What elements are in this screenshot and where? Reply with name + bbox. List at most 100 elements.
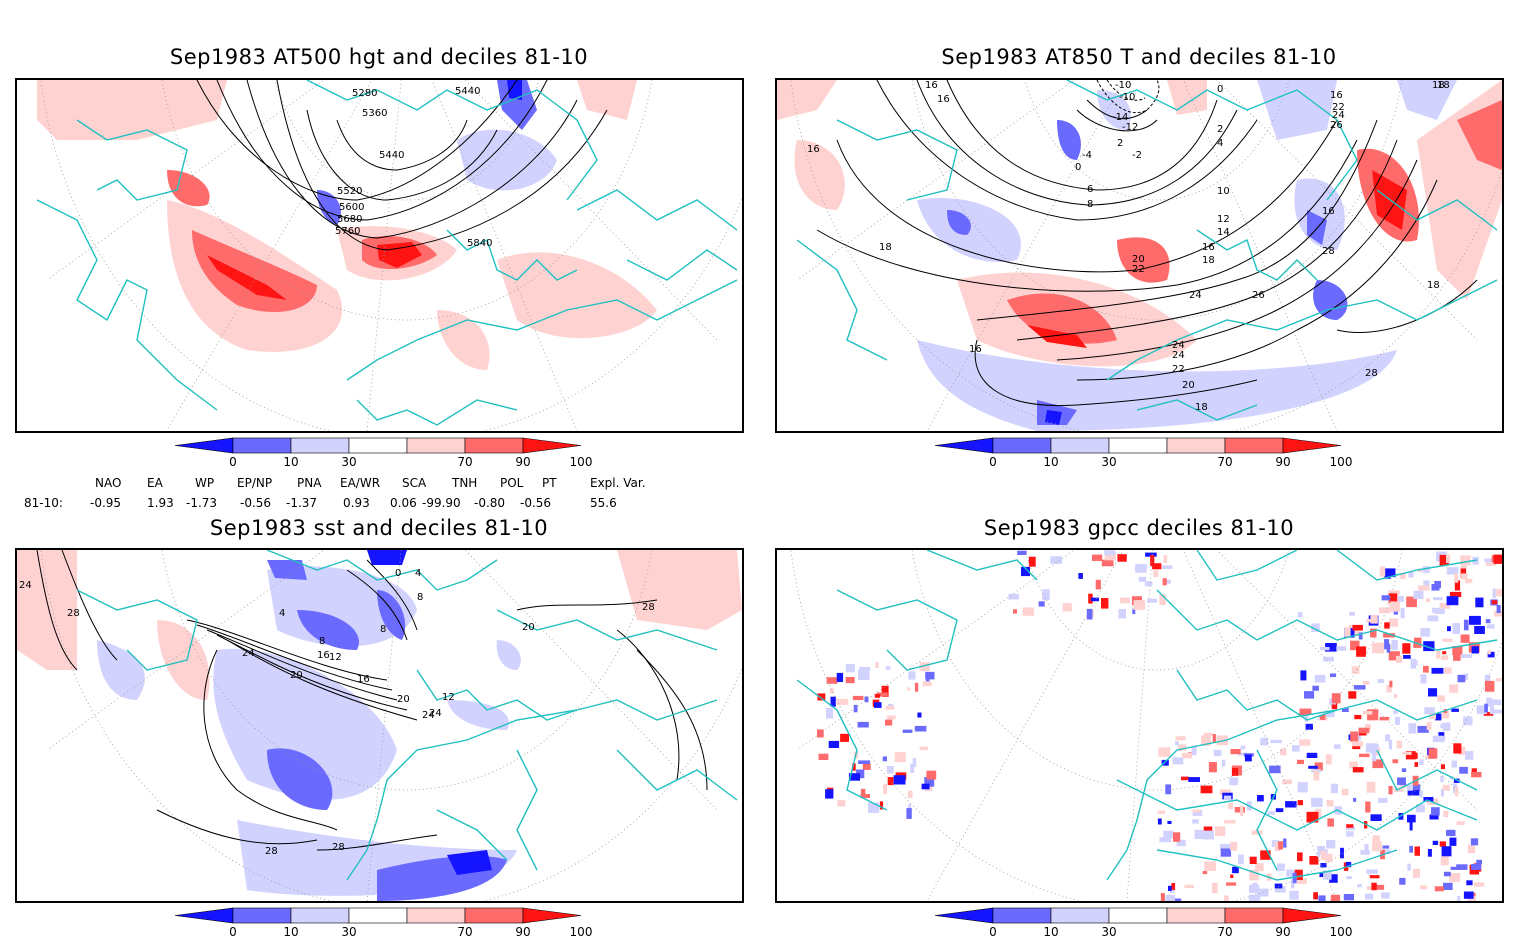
precip-cell	[1249, 869, 1259, 881]
precip-cell	[1165, 894, 1175, 901]
precip-cell	[1422, 566, 1430, 574]
precip-cell	[1330, 673, 1337, 678]
precip-cell	[1384, 639, 1390, 650]
contour-label: 4	[1217, 138, 1223, 149]
precip-cell	[818, 753, 829, 760]
precip-cell	[1223, 795, 1232, 801]
precip-cell	[1402, 751, 1412, 755]
precip-cell	[1443, 810, 1449, 818]
contour-label: 16	[1330, 90, 1343, 101]
contour-label: -14	[1112, 112, 1128, 123]
precip-cell	[1238, 854, 1244, 865]
precip-cell	[1435, 713, 1442, 721]
index-name-epnp: EP/NP	[237, 476, 273, 490]
precip-cell	[1386, 643, 1391, 653]
precip-cell	[1022, 607, 1035, 616]
precip-cell	[1300, 670, 1307, 681]
precip-cell	[1260, 850, 1271, 860]
precip-cell	[1358, 727, 1370, 734]
precip-cell	[1403, 655, 1411, 659]
precip-cell	[1443, 871, 1451, 877]
index-name-pt: PT	[542, 476, 557, 490]
precip-cell	[1353, 685, 1366, 690]
precip-cell	[1353, 797, 1357, 802]
precip-cell	[1181, 752, 1192, 759]
precip-cell	[1464, 751, 1474, 760]
precip-cell	[848, 773, 861, 781]
precip-cell	[1257, 888, 1269, 897]
colorbar-segment	[1224, 907, 1284, 924]
precip-cell	[1423, 797, 1434, 802]
precip-cell	[1359, 753, 1370, 758]
precip-cell	[1341, 708, 1349, 712]
colorbar-tick-label: 30	[1101, 455, 1116, 469]
contour-label: 5840	[467, 238, 492, 249]
colorbar-tick-label: 0	[989, 455, 997, 469]
precip-cell	[1367, 709, 1379, 721]
colorbar-tick-label: 100	[570, 455, 593, 469]
contour-label: 18	[1195, 402, 1208, 413]
precip-cell	[1441, 846, 1452, 857]
precip-cell	[1095, 579, 1101, 590]
precip-cell	[1267, 811, 1275, 815]
precip-cell	[1393, 710, 1398, 715]
precip-cell	[1101, 598, 1109, 609]
precip-cell	[826, 677, 838, 684]
precip-cell	[1091, 597, 1099, 602]
precip-cell	[1453, 778, 1460, 783]
precip-cell	[1433, 597, 1443, 601]
precip-cell	[1369, 875, 1380, 879]
contour-label: 2	[1117, 138, 1123, 149]
precip-cell	[1454, 580, 1461, 591]
map-panel-sst: 24 28 4 8 12 16 20 24 24 0 4 8 8 12 16 2…	[15, 548, 744, 903]
precip-cell	[1372, 841, 1382, 852]
precip-cell	[1352, 743, 1361, 750]
precip-cell	[1439, 554, 1449, 566]
index-value-nao: -0.95	[90, 496, 122, 510]
contour-label: 24	[1172, 350, 1185, 361]
precip-cell	[1306, 752, 1318, 758]
precip-cell	[1385, 734, 1391, 742]
precip-cell	[1226, 882, 1237, 886]
precip-cell	[1290, 879, 1295, 889]
precip-cell	[1192, 809, 1201, 813]
precip-cell	[1308, 765, 1318, 769]
precip-cell	[1408, 571, 1414, 578]
precip-cell	[1463, 619, 1469, 631]
precip-cell	[1384, 622, 1390, 629]
precip-cell	[1320, 647, 1330, 651]
precip-cell	[1457, 895, 1461, 901]
contour-label: 16	[357, 674, 370, 685]
contour-label: 24	[1332, 110, 1345, 121]
precip-cell	[1443, 667, 1452, 674]
precip-cell	[1470, 838, 1479, 846]
precip-cell	[1389, 680, 1393, 688]
precip-cell	[1451, 760, 1457, 768]
precip-cell	[1372, 884, 1385, 890]
precip-cell	[1447, 626, 1451, 632]
contour-label: 18	[879, 242, 892, 253]
precip-cell	[1249, 856, 1257, 864]
colorbar-segment	[174, 907, 234, 924]
precip-cell	[1423, 641, 1435, 652]
precip-cell	[1349, 761, 1358, 769]
precip-cell	[862, 763, 871, 770]
precip-cell	[1219, 789, 1231, 796]
colorbar-tick-label: 10	[283, 925, 298, 939]
colorbar-tick-label: 0	[229, 925, 237, 939]
precip-cell	[1161, 759, 1169, 766]
contour-label: 20	[522, 622, 535, 633]
colorbar-graphic: 0 10 30 70 90 100	[934, 437, 1352, 469]
precip-cell	[817, 693, 826, 701]
precip-cell	[1476, 705, 1487, 715]
precip-cell	[893, 775, 906, 785]
precip-cell	[1451, 708, 1459, 712]
precip-cell	[1408, 723, 1417, 734]
precip-cell	[1286, 869, 1298, 877]
precip-cell	[1292, 872, 1297, 884]
precip-cell	[1454, 573, 1459, 583]
precip-cell	[1165, 784, 1172, 795]
precip-cell	[1389, 601, 1400, 612]
precip-cell	[1471, 863, 1482, 870]
colorbar-graphic: 0 10 30 70 90 100	[934, 907, 1352, 939]
